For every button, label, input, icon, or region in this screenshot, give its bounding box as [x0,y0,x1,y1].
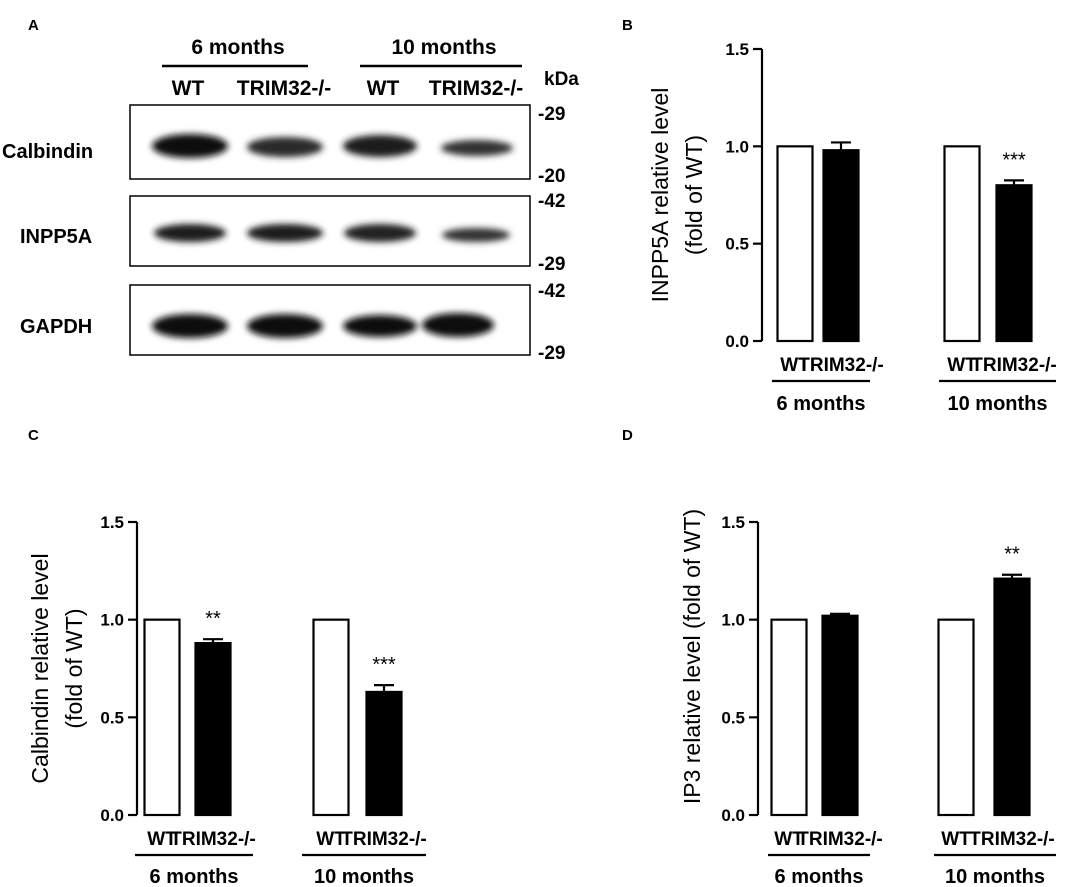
bar [821,614,859,817]
x-tick-label: WT [941,829,971,850]
x-tick-label: TRIM32-/- [797,829,883,850]
kda-label: kDa [544,69,579,90]
bar [943,145,981,343]
y-axis-label: (fold of WT) [681,135,707,255]
band-gapdh-lane-2 [247,314,323,338]
band-calbindin-lane-2 [247,137,323,157]
x-tick-label: TRIM32-/- [971,355,1057,376]
x-tick-label: WT [947,355,977,376]
group-label: 6 months [775,866,864,887]
y-tick-label: 0.0 [100,806,124,825]
bar [993,577,1031,817]
bar [194,642,232,817]
panel-label-d: D [622,427,633,444]
bar [770,618,808,817]
bar-chart-calbindin: 0.0 0.5 1.0 1.5 Calbindin relative level (fol… [27,513,427,887]
y-axis-label: IP3 relative level (fold of WT) [679,509,705,804]
y-tick-label: 1.0 [725,137,749,156]
blot-lane-1: WT [172,77,205,100]
x-tick-label: WT [147,829,177,850]
band-gapdh-lane-4 [422,313,494,337]
bar [822,149,860,343]
y-tick-label: 1.5 [100,513,124,532]
marker-gapdh-upper: -42 [538,281,565,302]
band-gapdh-lane-1 [152,314,228,338]
group-label: 6 months [150,866,239,887]
bands-inpp5a [154,224,510,242]
bar [365,690,403,817]
blot-lane-2: TRIM32-/- [237,77,332,100]
bar [995,184,1033,343]
y-tick-label: 1.0 [721,611,745,630]
bands-calbindin [152,134,513,158]
y-tick-label: 1.5 [721,513,745,532]
significance-marker: *** [372,654,396,676]
marker-calbindin-lower: -20 [538,166,565,187]
marker-calbindin-upper: -29 [538,104,565,125]
band-inpp5a-lane-2 [247,224,323,242]
y-axis-label: INPP5A relative level [647,88,673,303]
group-label: 10 months [314,866,414,887]
bar-chart-ip3: 0.0 0.5 1.0 1.5 IP3 relative level (fold of … [679,509,1056,887]
western-blot: 6 months 10 months WT TRIM32-/- WT TRIM3… [2,36,579,364]
band-label-gapdh: GAPDH [20,316,92,338]
band-calbindin-lane-3 [343,135,417,157]
group-label: 6 months [777,393,866,415]
x-tick-label: WT [316,829,346,850]
y-tick-label: 0.5 [721,708,745,727]
y-tick-label: 1.5 [725,40,749,59]
blot-group-6-months: 6 months [191,36,284,59]
y-tick-label: 0.5 [725,235,749,254]
bar-chart-inpp5a: 0.0 0.5 1.0 1.5 INPP5A relative level (fold o… [647,40,1057,415]
y-tick-label: 0.0 [725,332,749,351]
band-inpp5a-lane-3 [344,224,416,242]
x-tick-label: WT [774,829,804,850]
band-label-calbindin: Calbindin [2,141,93,163]
x-tick-label: TRIM32-/- [341,829,427,850]
y-tick-label: 0.0 [721,806,745,825]
panel-label-c: C [28,427,39,444]
x-tick-label: TRIM32-/- [170,829,256,850]
y-axis-label: Calbindin relative level [27,553,53,783]
marker-inpp5a-upper: -42 [538,191,565,212]
group-label: 10 months [947,393,1047,415]
bar [776,145,814,343]
marker-inpp5a-lower: -29 [538,254,565,275]
band-inpp5a-lane-4 [442,228,510,242]
bands-gapdh [152,313,494,338]
y-tick-label: 0.5 [100,708,124,727]
panel-label-a: A [28,17,39,34]
band-calbindin-lane-4 [441,140,513,156]
blot-group-10-months: 10 months [391,36,496,59]
blot-lane-4: TRIM32-/- [429,77,524,100]
bar [312,618,350,817]
x-tick-label: TRIM32-/- [969,829,1055,850]
y-axis-label: (fold of WT) [61,608,87,728]
band-inpp5a-lane-1 [154,224,226,242]
group-label: 10 months [945,866,1045,887]
significance-marker: ** [205,608,221,630]
blot-lane-3: WT [367,77,400,100]
x-tick-label: WT [780,355,810,376]
panel-label-b: B [622,17,633,34]
significance-marker: *** [1002,149,1026,171]
x-tick-label: TRIM32-/- [798,355,884,376]
band-label-inpp5a: INPP5A [20,226,92,248]
marker-gapdh-lower: -29 [538,343,565,364]
y-tick-label: 1.0 [100,611,124,630]
bar [937,618,975,817]
band-gapdh-lane-3 [343,315,417,337]
band-calbindin-lane-1 [152,134,228,158]
bar [143,618,181,817]
significance-marker: ** [1004,544,1020,566]
